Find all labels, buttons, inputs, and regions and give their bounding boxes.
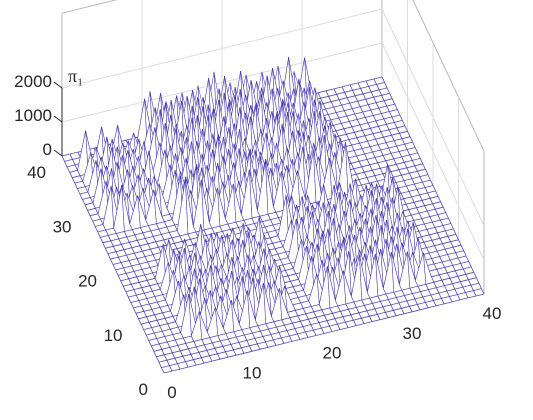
- y-tick-label: 0: [139, 380, 148, 399]
- floor-mesh-line: [156, 277, 477, 358]
- z-tick-label: 0: [43, 140, 52, 159]
- surface-mesh: [74, 57, 435, 342]
- surface-cell: [113, 185, 125, 234]
- x-tick-label: 30: [403, 324, 422, 343]
- z-tick-mark: [53, 81, 63, 89]
- axis-ticks: 0 10 20 30 40 0 10 20 30 40 0 1000 2000: [14, 72, 501, 402]
- surface-cell: [177, 179, 189, 237]
- surface-cell: [319, 266, 331, 311]
- floor-mesh-line: [161, 288, 482, 368]
- y-tick-label: 20: [78, 272, 97, 291]
- x-tick-label: 40: [483, 304, 502, 323]
- surface-cell: [191, 311, 203, 342]
- z-tick-label: 2000: [14, 72, 52, 91]
- box-edge: [412, 0, 485, 152]
- z-tick-mark: [53, 115, 63, 123]
- x-tick-label: 0: [167, 383, 176, 402]
- z-level-gridline: [61, 8, 485, 227]
- surface-cell: [102, 185, 114, 231]
- z-tick-mark: [53, 149, 63, 157]
- floor-mesh-line: [158, 282, 479, 363]
- z-level-gridline: [61, 42, 485, 261]
- y-tick-label: 30: [53, 217, 72, 236]
- y-tick-label: 40: [27, 163, 46, 182]
- surface-cell: [308, 273, 320, 307]
- surface-cell: [180, 294, 192, 339]
- box-edge: [61, 0, 118, 14]
- x-tick-label: 10: [243, 363, 262, 382]
- y-tick-label: 10: [104, 326, 123, 345]
- axes-box: [61, 0, 485, 294]
- x-tick-label: 20: [323, 344, 342, 363]
- z-axis-label: π₁: [68, 66, 83, 86]
- floor-mesh-line: [163, 293, 485, 374]
- z-tick-label: 1000: [14, 106, 52, 125]
